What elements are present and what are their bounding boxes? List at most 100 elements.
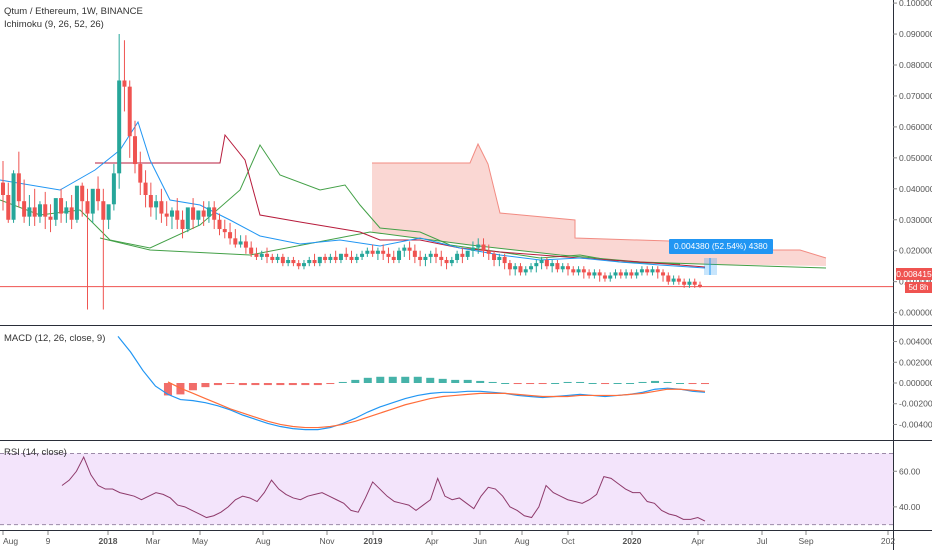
rsi-legend[interactable]: RSI (14, close) <box>4 447 67 458</box>
macd-legend[interactable]: MACD (12, 26, close, 9) <box>4 333 106 344</box>
candle-body <box>592 272 597 276</box>
price-tick-label: 0.020000 <box>899 246 932 256</box>
price-tick-label: 0.030000 <box>899 215 932 225</box>
candle-body <box>307 260 312 264</box>
candle-body <box>148 195 153 208</box>
price-tick-label: 0.060000 <box>899 122 932 132</box>
time-tick-label: 2019 <box>364 536 383 546</box>
candle-body <box>624 272 629 276</box>
candle-body <box>407 247 412 251</box>
candle-body <box>365 250 370 254</box>
candle-body <box>43 204 48 217</box>
time-tick-label: 9 <box>46 536 51 546</box>
price-tick-label: 0.080000 <box>899 60 932 70</box>
macd-tick-label: 0.004000 <box>899 337 932 347</box>
candle-body <box>655 269 660 273</box>
time-tick-label: May <box>192 536 209 546</box>
macd-tick-label: -0.002000 <box>899 399 932 409</box>
candle-body <box>169 210 174 217</box>
price-tick-label: 0.050000 <box>899 153 932 163</box>
macd-tick-label: 0.002000 <box>899 357 932 367</box>
price-tick-label: 0.040000 <box>899 184 932 194</box>
macd-histogram-bar <box>613 383 622 384</box>
macd-histogram-bar <box>188 383 197 391</box>
candle-body <box>428 253 433 257</box>
macd-histogram-bar <box>663 381 672 383</box>
candle-body <box>122 80 127 87</box>
chikou-span <box>0 143 681 265</box>
candle-body <box>201 210 206 217</box>
macd-histogram-bar <box>351 379 360 383</box>
candle-body <box>312 260 317 264</box>
candle-body <box>433 253 438 257</box>
price-tick-label: 0.090000 <box>899 29 932 39</box>
candle-body <box>534 263 539 267</box>
candle-body <box>96 188 101 202</box>
candle-body <box>111 173 116 205</box>
candle-body <box>301 263 306 267</box>
macd-histogram-bar <box>426 377 435 383</box>
candle-body <box>191 207 196 220</box>
macd-histogram-bar <box>688 383 697 385</box>
macd-histogram-bar <box>501 383 510 384</box>
candle-body <box>206 207 211 217</box>
candle-body <box>513 266 518 270</box>
candle-body <box>560 266 565 270</box>
candle-body <box>481 244 486 251</box>
candle-body <box>370 250 375 254</box>
candle-body <box>37 204 42 217</box>
macd-histogram-bar <box>488 381 497 383</box>
candle-body <box>650 269 655 273</box>
candle-body <box>133 136 138 165</box>
candle-body <box>296 263 301 267</box>
time-tick-label: 2020 <box>623 536 642 546</box>
candle-body <box>11 173 16 220</box>
candle-body <box>460 253 465 257</box>
price-tick-label: 0.010000 <box>899 277 932 287</box>
candle-body <box>375 250 380 254</box>
last-price-badge: 0.008415 <box>896 268 932 280</box>
candle-body <box>470 247 475 251</box>
macd-histogram-bar <box>163 383 172 396</box>
candle-body <box>687 281 692 285</box>
candle-body <box>608 275 613 279</box>
candle-body <box>106 204 111 220</box>
kijun-sen <box>95 133 706 268</box>
macd-histogram-bar <box>651 380 660 383</box>
candle-body <box>127 86 132 137</box>
candle-body <box>492 253 497 260</box>
macd-histogram-bar <box>213 383 222 386</box>
candle-body <box>59 198 64 214</box>
rsi-tick-label: 60.00 <box>899 466 921 476</box>
candle-body <box>397 250 402 260</box>
macd-histogram-bar <box>576 381 585 383</box>
macd-histogram-bar <box>326 383 335 385</box>
macd-histogram-bar <box>438 378 447 383</box>
candle-body <box>613 272 618 276</box>
candle-body <box>550 263 555 267</box>
candle-body <box>692 281 697 285</box>
macd-histogram-bar <box>276 383 285 386</box>
macd-histogram-bar <box>201 383 210 388</box>
macd-histogram-bar <box>701 383 709 385</box>
symbol-title[interactable]: Qtum / Ethereum, 1W, BINANCE <box>4 6 143 17</box>
candle-body <box>555 263 560 270</box>
signal-line <box>167 381 706 429</box>
candle-body <box>666 275 671 282</box>
candle-body <box>349 256 354 260</box>
tenkan-sen <box>0 120 706 269</box>
macd-histogram-bar <box>551 383 560 384</box>
senkou-span-b <box>99 231 827 269</box>
macd-histogram-bar <box>463 379 472 383</box>
candle-body <box>138 164 143 183</box>
candle-body <box>391 256 396 260</box>
candle-body <box>465 250 470 257</box>
candle-body <box>381 250 386 254</box>
candle-body <box>90 188 95 214</box>
candle-body <box>217 219 222 230</box>
ichimoku-legend[interactable]: Ichimoku (9, 26, 52, 26) <box>4 19 104 30</box>
candle-body <box>576 269 581 273</box>
candle-body <box>544 260 549 267</box>
candle-body <box>259 253 264 257</box>
